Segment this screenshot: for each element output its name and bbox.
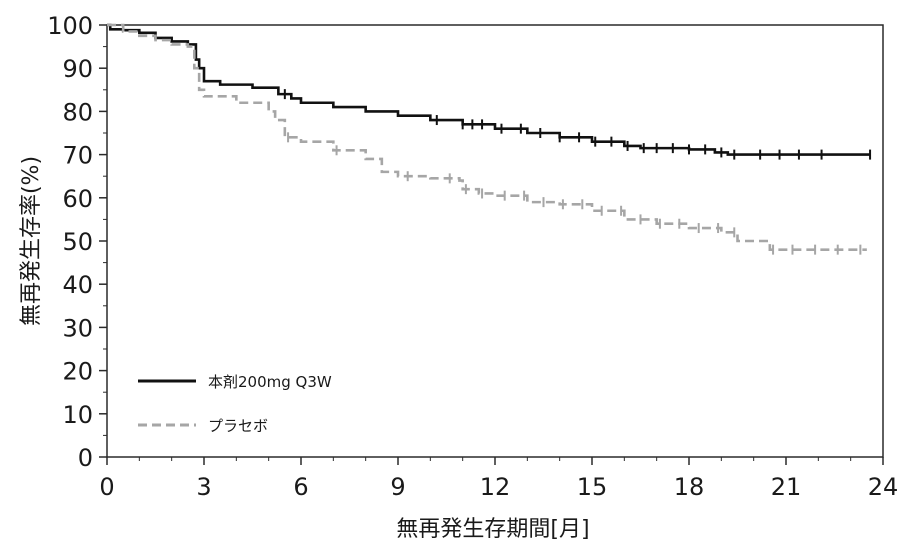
- y-axis-ticks: 0 10 20 30 40 50 60 70 80 90 100: [47, 12, 107, 472]
- legend-label-placebo: プラセボ: [208, 417, 268, 435]
- y-tick-label: 50: [62, 228, 93, 256]
- legend-label-treatment: 本剤200mg Q3W: [208, 373, 332, 391]
- y-axis-title: 無再発生存率(%): [19, 156, 44, 326]
- y-tick-label: 90: [62, 55, 93, 83]
- x-axis-ticks: 0 3 6 9 12 15 18 21 24: [99, 457, 898, 501]
- x-tick-label: 18: [674, 473, 705, 501]
- censor-layer: [283, 89, 872, 255]
- x-tick-label: 9: [390, 473, 405, 501]
- series-layer: [107, 23, 871, 251]
- series-line-1: [107, 23, 867, 251]
- y-tick-label: 60: [62, 185, 93, 213]
- x-tick-label: 6: [293, 473, 308, 501]
- legend: 本剤200mg Q3W プラセボ: [138, 373, 332, 435]
- x-tick-label: 24: [868, 473, 899, 501]
- x-tick-label: 3: [196, 473, 211, 501]
- x-axis-title: 無再発生存期間[月]: [396, 517, 589, 542]
- y-tick-label: 30: [62, 314, 93, 342]
- x-tick-label: 12: [480, 473, 511, 501]
- y-tick-label: 10: [62, 401, 93, 429]
- y-tick-label: 80: [62, 98, 93, 126]
- x-tick-label: 15: [577, 473, 608, 501]
- y-tick-label: 40: [62, 271, 93, 299]
- x-tick-label: 21: [771, 473, 802, 501]
- series-line-0: [107, 23, 871, 156]
- y-tick-label: 20: [62, 358, 93, 386]
- y-tick-label: 0: [78, 444, 93, 472]
- y-tick-label: 100: [47, 12, 93, 40]
- y-tick-label: 70: [62, 142, 93, 170]
- x-tick-label: 0: [99, 473, 114, 501]
